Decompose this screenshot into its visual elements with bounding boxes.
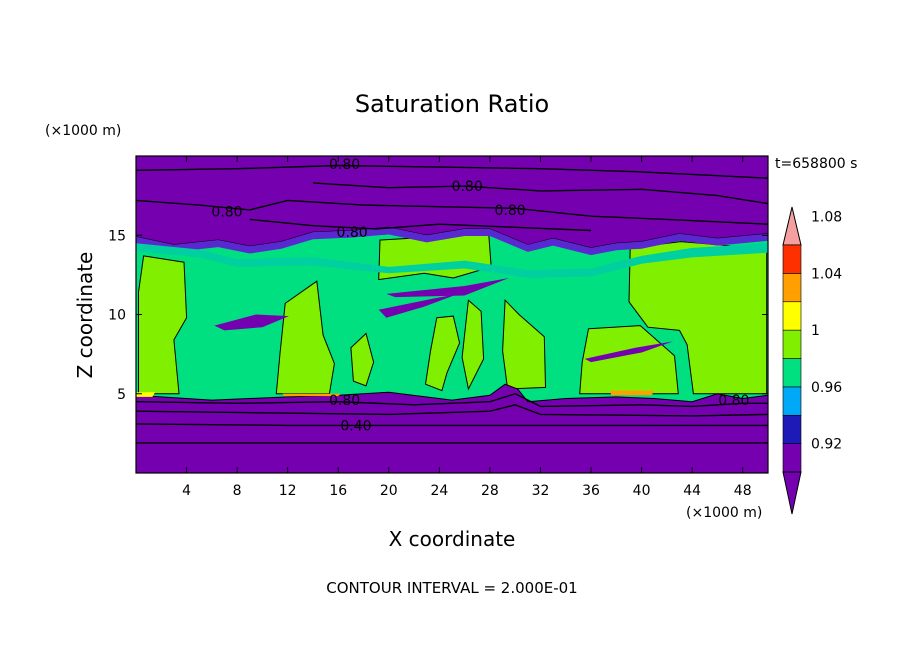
y-tick-label: 10 (108, 308, 126, 324)
streak-1 (214, 314, 289, 331)
region-high-center (502, 299, 547, 390)
x-tick-label: 32 (532, 483, 550, 499)
x-tick-label: 28 (481, 483, 499, 499)
plot-area: 0.80 0.80 0.80 0.80 0.80 0.80 0.80 0.40 (135, 155, 769, 474)
layer-upper-transition (136, 227, 768, 256)
x-tick-label: 16 (329, 483, 347, 499)
x-axis-label: X coordinate (389, 527, 516, 551)
colorbar-segment (782, 358, 802, 388)
colorbar-segment (782, 443, 802, 473)
contour-interval-note: CONTOUR INTERVAL = 2.000E-01 (326, 579, 577, 597)
streak-4 (584, 341, 674, 363)
contour-label: 0.80 (329, 157, 360, 173)
colorbar-segment (782, 273, 802, 303)
region-high-plume-2 (461, 299, 485, 391)
region-orange-right (610, 390, 655, 396)
x-tick-label: 40 (633, 483, 651, 499)
colorbar: 0.92 0.96 1 1.04 1.08 (782, 206, 842, 515)
contour-2 (312, 182, 768, 205)
x-tick-label: 24 (430, 483, 448, 499)
x-tick-label: 48 (734, 483, 752, 499)
contour-label: 0.80 (718, 393, 749, 409)
region-high-mid-right (579, 325, 679, 395)
x-tick-label: 44 (683, 483, 701, 499)
colorbar-label: 0.92 (811, 437, 842, 453)
y-axis-label: Z coordinate (73, 252, 97, 379)
x-axis-ticks: 4 8 12 16 20 24 28 32 36 40 44 48 (182, 156, 752, 499)
x-tick-label: 4 (182, 483, 191, 499)
colorbar-segment (782, 329, 802, 359)
y-tick-label: 5 (117, 387, 126, 403)
streak-3 (386, 278, 509, 298)
contour-label: 0.80 (337, 225, 368, 241)
colorbar-segment (782, 414, 802, 444)
contour-label: 0.40 (340, 418, 371, 434)
contour-1 (136, 164, 768, 179)
region-high-plume-3 (350, 332, 375, 387)
x-tick-label: 8 (233, 483, 242, 499)
colorbar-label: 0.96 (811, 380, 842, 396)
colorbar-label: 1 (811, 323, 820, 339)
contour-4 (249, 218, 592, 232)
contour-6 (136, 404, 768, 417)
contour-7 (136, 423, 768, 427)
colorbar-min-triangle (782, 471, 802, 515)
layer-upper-cyan (136, 243, 768, 278)
colorbar-segment (782, 301, 802, 331)
region-high-left (138, 255, 188, 395)
region-orange-left (282, 393, 341, 397)
colorbar-segment (782, 244, 802, 274)
chart-title: Saturation Ratio (355, 90, 549, 118)
colorbar-segment (782, 386, 802, 416)
y-tick-label: 15 (108, 228, 126, 244)
time-label: t=658800 s (775, 156, 857, 172)
y-axis-ticks: 5 10 15 (108, 228, 768, 403)
contour-label: 0.80 (211, 204, 242, 220)
contour-5 (136, 393, 768, 408)
contour-label: 0.80 (329, 393, 360, 409)
contour-label: 0.80 (452, 179, 483, 195)
layer-lower-dry (136, 383, 768, 473)
x-tick-label: 12 (279, 483, 297, 499)
y-axis-unit: (×1000 m) (45, 123, 121, 139)
colorbar-label: 1.08 (811, 210, 842, 226)
colorbar-max-triangle (782, 206, 802, 246)
x-tick-label: 36 (582, 483, 600, 499)
streak-2 (378, 293, 459, 318)
contour-label: 0.80 (495, 203, 526, 219)
region-yellow-left (136, 392, 155, 397)
contour-3 (136, 199, 768, 225)
x-axis-unit: (×1000 m) (686, 505, 762, 521)
x-tick-label: 20 (380, 483, 398, 499)
region-high-mid-left (275, 280, 335, 395)
region-high-plume-1 (424, 315, 461, 392)
colorbar-label: 1.04 (811, 266, 842, 282)
field-layers (136, 156, 768, 473)
